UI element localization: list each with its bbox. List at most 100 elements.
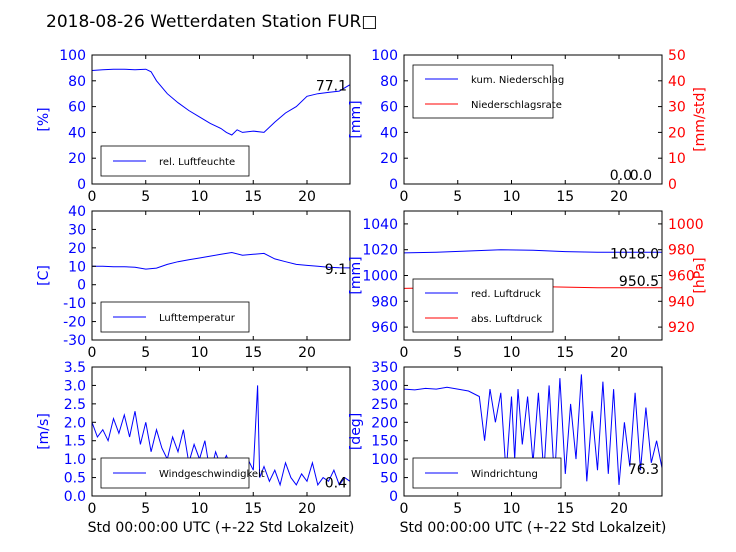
plot-frame [403,54,663,185]
plot-frame [91,366,351,497]
x-tick-label: 0 [88,501,97,517]
y-tick-label: -10 [63,296,86,312]
series-line-pressure-0 [403,249,662,254]
y-tick-label: 1000 [362,269,398,285]
y2-tick-label: 0 [668,177,677,193]
y-tick-label: 960 [371,320,398,336]
legend-label: Windrichtung [471,469,538,480]
legend-box [412,278,554,333]
x-tick-label: 5 [141,345,150,361]
y-tick-label: 40 [68,125,86,141]
y-axis-label: [deg] [348,413,364,450]
y2-tick-label: 1000 [668,217,704,233]
legend-label: Niederschlagsrate [471,100,562,111]
y2-tick-label: 20 [668,125,686,141]
y-tick-label: 100 [59,48,86,64]
y-tick-label: 100 [371,48,398,64]
series-line-temperature-0 [92,251,351,270]
y2-tick-label: 940 [668,294,695,310]
y-tick-label: -20 [63,315,86,331]
y-tick-label: 0 [77,177,86,193]
x-tick-label: 0 [400,501,409,517]
x-tick-label: 5 [453,501,462,517]
x-tick-label: 15 [556,501,574,517]
y2-tick-label: 50 [668,48,686,64]
y-axis-label: [%] [36,107,52,131]
y-tick-label: -30 [63,333,86,349]
legend: Windrichtung [412,457,562,489]
x-tick-label: 10 [503,501,521,517]
legend-label: abs. Luftdruck [471,314,542,325]
x-tick-label: 0 [400,189,409,205]
series-line-humidity-0 [91,68,351,136]
y-tick-label: 1040 [362,217,398,233]
y-tick-label: 980 [371,294,398,310]
x-tick-label: 20 [610,189,628,205]
x-tick-label: 5 [141,501,150,517]
value-annotation: 0.4 [325,475,347,491]
plot-frame [403,366,663,497]
legend-label: kum. Niederschlag [471,75,564,86]
x-axis-label: Std 00:00:00 UTC (+-22 Std Lokalzeit) [400,520,667,536]
y-axis-label: [C] [36,265,52,286]
x-tick-label: 15 [556,189,574,205]
x-tick-label: 10 [503,189,521,205]
y-tick-label: 200 [371,415,398,431]
y-tick-label: 1020 [362,243,398,259]
y2-tick-label: 10 [668,151,686,167]
y-tick-label: 60 [68,100,86,116]
y-tick-label: 0.5 [64,471,86,487]
plot-frame [91,54,351,185]
y-tick-label: 2.0 [64,415,86,431]
legend: red. Luftdruck abs. Luftdruck [412,278,554,333]
y-tick-label: 20 [68,151,86,167]
y-axis-label: [mm] [348,100,364,138]
legend-label: rel. Luftfeuchte [159,157,235,168]
panel-humidity: 0 5 10 15 20 0 20 40 60 80 100 [%] rel. Luftfeuchte 7… [36,48,351,205]
panel-temperature: 0 5 10 15 20 -30 -20 -10 0 10 20 30 40 [C] Lufttempera… [36,204,351,361]
x-tick-label: 10 [191,189,209,205]
x-tick-label: 20 [298,189,316,205]
y-tick-label: 10 [68,259,86,275]
y-tick-label: 30 [68,222,86,238]
x-tick-label: 15 [556,345,574,361]
x-tick-label: 15 [244,345,262,361]
y-tick-label: 3.0 [64,378,86,394]
y-tick-label: 60 [380,100,398,116]
y2-axis-label: [mm/std] [692,87,708,152]
y2-tick-label: 40 [668,74,686,90]
legend-box [412,64,554,119]
legend-label: Windgeschwindigkeit [159,469,265,480]
x-axis-label: Std 00:00:00 UTC (+-22 Std Lokalzeit) [88,520,355,536]
y2-tick-label: 920 [668,320,695,336]
series-line-wind-direction-0 [403,374,663,485]
y-axis-label: [m/s] [36,413,52,450]
y-tick-label: 1.0 [64,452,86,468]
x-tick-label: 0 [88,189,97,205]
x-tick-label: 10 [191,345,209,361]
panel-precipitation: 0 5 10 15 20 0 20 40 60 80 100 0 10 20 30 40 50 [mm] [mm/s… [348,48,708,205]
x-tick-label: 15 [244,189,262,205]
y-tick-label: 0 [77,278,86,294]
y-tick-label: 250 [371,397,398,413]
x-tick-label: 15 [244,501,262,517]
y-axis-label: [mm] [348,256,364,294]
y-tick-label: 0 [389,489,398,505]
value-annotation: 0.0 [610,168,632,184]
x-tick-label: 5 [141,189,150,205]
legend-label: Lufttemperatur [159,313,236,324]
value-annotation: 1018.0 [610,246,659,262]
figure-title: 2018-08-26 Wetterdaten Station FUR□ [46,12,377,32]
y-tick-label: 100 [371,452,398,468]
legend: kum. Niederschlag Niederschlagsrate [412,64,564,119]
x-tick-label: 20 [298,345,316,361]
y-tick-label: 350 [371,360,398,376]
value-annotation: 76.3 [628,462,659,478]
value-annotation: 950.5 [619,274,659,290]
x-tick-label: 20 [610,501,628,517]
x-tick-label: 10 [191,501,209,517]
y-tick-label: 80 [380,74,398,90]
